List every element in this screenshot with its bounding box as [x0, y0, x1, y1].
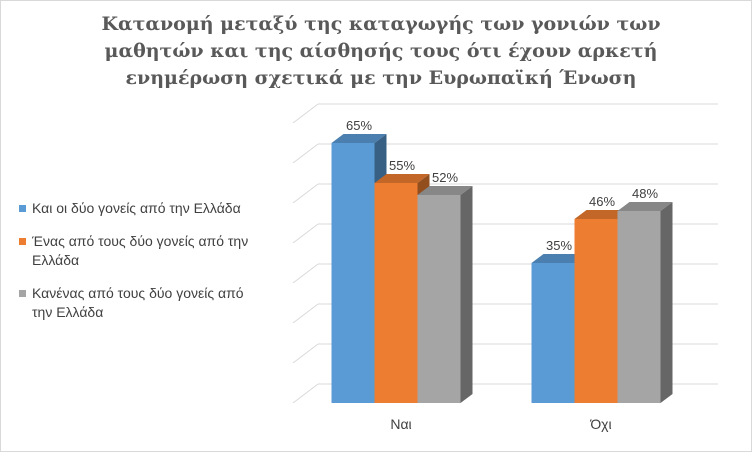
bar-side [460, 186, 473, 403]
legend-item: Ένας από τους δύο γονείς από την Ελλάδα [19, 232, 259, 270]
legend-swatch [19, 205, 26, 212]
bar [617, 211, 661, 403]
bar [374, 183, 418, 403]
gridline-side [292, 343, 319, 364]
data-label: 52% [432, 170, 458, 185]
chart-title: Κατανομή μεταξύ της καταγωγής των γονιών… [91, 11, 671, 92]
bar-top [417, 186, 473, 195]
data-label: 35% [546, 238, 572, 253]
bar [331, 143, 375, 403]
bar [531, 263, 575, 403]
legend-label: Κανένας από τους δύο γονείς από την Ελλά… [32, 285, 244, 320]
legend-item: Και οι δύο γονείς από την Ελλάδα [19, 199, 259, 218]
bar-top [531, 254, 587, 263]
data-label: 55% [389, 158, 415, 173]
bar-top [617, 202, 673, 211]
gridline-side [292, 223, 319, 244]
gridline-side [292, 183, 319, 204]
x-tick-label: Όχι [589, 416, 611, 432]
bar-top [574, 210, 630, 219]
chart-title-line: Κατανομή μεταξύ της καταγωγής των γονιών… [101, 13, 661, 35]
data-label: 48% [632, 186, 658, 201]
chart-title-line: ενημέρωση σχετικά με την Ευρωπαϊκή Ένωση [125, 67, 637, 89]
gridline-side [292, 143, 319, 164]
bar-top [331, 134, 387, 143]
bar-top [374, 174, 430, 183]
bar [574, 219, 618, 403]
bar-side [660, 202, 673, 403]
x-tick-label: Ναι [390, 416, 411, 432]
legend-swatch [19, 238, 26, 245]
chart-title-line: μαθητών και της αίσθησής τους ότι έχουν … [104, 40, 658, 62]
gridline-side [292, 263, 319, 284]
floor-side-line [292, 383, 319, 404]
gridline-side [292, 303, 319, 324]
bar [417, 195, 461, 403]
legend: Και οι δύο γονείς από την Ελλάδα Ένας απ… [19, 199, 259, 336]
data-label: 65% [346, 118, 372, 133]
gridline-side [292, 103, 319, 124]
legend-swatch [19, 290, 26, 297]
legend-item: Κανένας από τους δύο γονείς από την Ελλά… [19, 284, 259, 322]
legend-label: Ένας από τους δύο γονείς από την Ελλάδα [32, 233, 249, 268]
legend-label: Και οι δύο γονείς από την Ελλάδα [32, 200, 241, 216]
data-label: 46% [589, 194, 615, 209]
